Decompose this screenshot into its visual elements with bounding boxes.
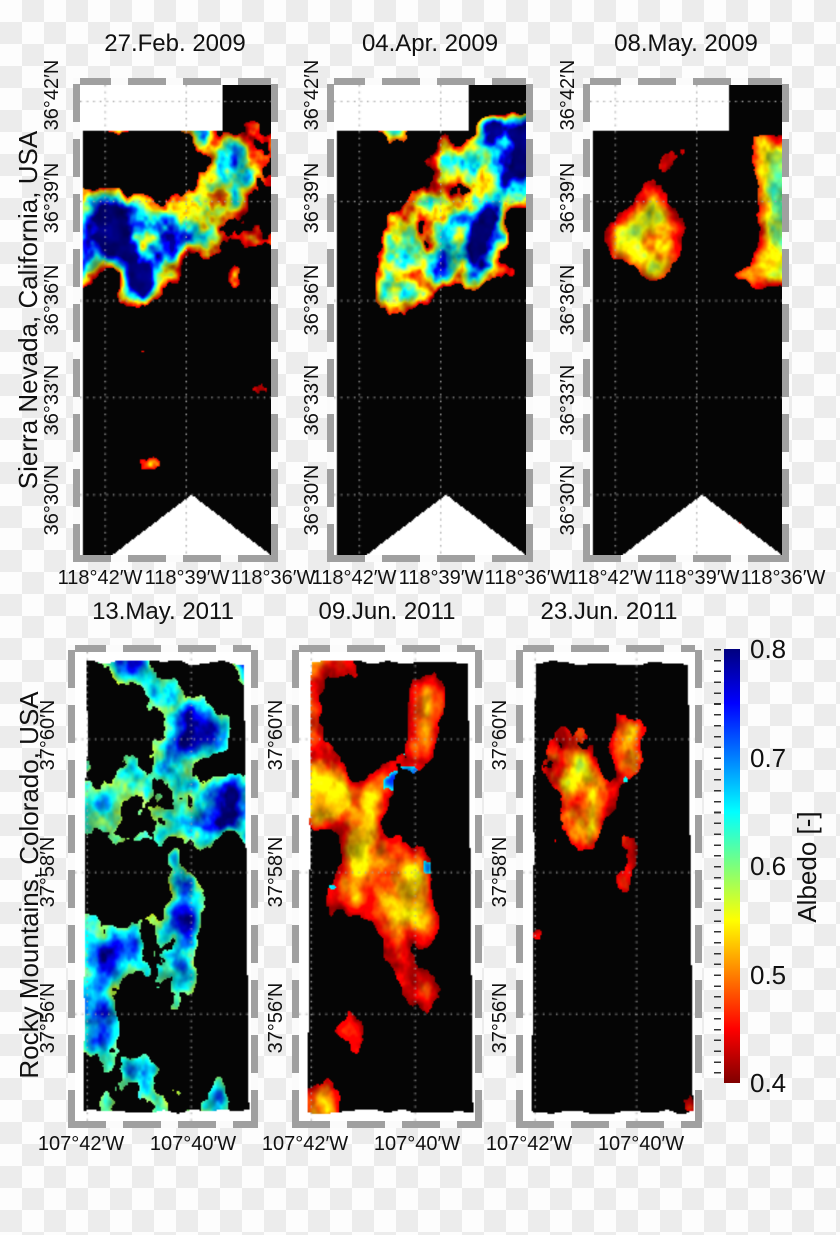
- frame-edge: [271, 78, 278, 562]
- y-tick-label: 36°42′N: [41, 59, 63, 131]
- map-canvas: [334, 85, 526, 555]
- map-canvas: [80, 85, 271, 555]
- y-tick-label: 37°56′N: [265, 982, 287, 1054]
- frame-edge: [73, 555, 278, 562]
- panel-title: 08.May. 2009: [614, 30, 758, 57]
- frame-edge: [68, 645, 258, 652]
- frame-edge: [526, 78, 533, 562]
- map-panel: [292, 645, 482, 1128]
- y-tick-label: 37°60′N: [489, 699, 511, 771]
- map-canvas: [590, 85, 782, 555]
- y-tick-label: 37°58′N: [265, 836, 287, 908]
- x-tick-label: 118°39′W: [654, 567, 740, 589]
- y-tick-label: 36°30′N: [301, 464, 323, 536]
- map-panel: [583, 78, 789, 562]
- colorbar-minor-ticks: [714, 649, 721, 1083]
- frame-edge: [782, 78, 789, 562]
- frame-edge: [292, 1121, 482, 1128]
- frame-edge: [583, 78, 590, 562]
- frame-edge: [327, 78, 334, 562]
- map-area: [75, 652, 251, 1121]
- map-area: [523, 652, 695, 1121]
- map-area: [80, 85, 271, 555]
- map-area: [299, 652, 475, 1121]
- map-area: [590, 85, 782, 555]
- x-tick-label: 118°42′W: [311, 567, 397, 589]
- frame-edge: [68, 1121, 258, 1128]
- frame-edge: [68, 645, 75, 1128]
- frame-edge: [583, 78, 789, 85]
- y-tick-label: 36°30′N: [41, 464, 63, 536]
- row-label-sierra-nevada: Sierra Nevada, California, USA: [13, 130, 43, 490]
- x-tick-label: 118°36′W: [740, 567, 826, 589]
- frame-edge: [292, 645, 299, 1128]
- y-tick-label: 37°56′N: [489, 982, 511, 1054]
- frame-edge: [516, 1121, 702, 1128]
- panel-title: 27.Feb. 2009: [104, 30, 246, 57]
- x-tick-label: 107°42′W: [485, 1133, 573, 1155]
- frame-edge: [516, 645, 523, 1128]
- map-panel: [516, 645, 702, 1128]
- y-tick-label: 36°30′N: [557, 464, 579, 536]
- y-tick-label: 36°42′N: [301, 59, 323, 131]
- map-area: [334, 85, 526, 555]
- frame-edge: [292, 645, 482, 652]
- x-tick-label: 118°39′W: [144, 567, 230, 589]
- x-tick-label: 118°36′W: [230, 567, 316, 589]
- colorbar-tick-label: 0.4: [750, 1068, 787, 1098]
- frame-edge: [327, 78, 533, 85]
- y-tick-label: 37°60′N: [265, 699, 287, 771]
- map-canvas: [75, 652, 251, 1121]
- y-tick-label: 36°42′N: [557, 59, 579, 131]
- colorbar-tick-label: 0.7: [750, 743, 787, 773]
- x-tick-label: 118°42′W: [567, 567, 653, 589]
- y-tick-label: 37°58′N: [37, 836, 59, 908]
- x-tick-label: 107°42′W: [37, 1133, 125, 1155]
- map-canvas: [299, 652, 475, 1121]
- colorbar-tick-label: 0.8: [750, 634, 787, 664]
- colorbar-axis-label: Albedo [-]: [792, 811, 822, 923]
- frame-edge: [251, 645, 258, 1128]
- frame-edge: [73, 78, 278, 85]
- x-tick-label: 107°42′W: [261, 1133, 349, 1155]
- colorbar-gradient: [724, 649, 740, 1083]
- x-tick-label: 107°40′W: [373, 1133, 461, 1155]
- map-panel: [73, 78, 278, 562]
- panel-title: 13.May. 2011: [92, 598, 234, 625]
- frame-edge: [516, 645, 702, 652]
- panel-title: 23.Jun. 2011: [540, 598, 678, 625]
- x-tick-label: 118°36′W: [484, 567, 570, 589]
- colorbar-tick-label: 0.5: [750, 960, 787, 990]
- frame-edge: [73, 78, 80, 562]
- map-panel: [68, 645, 258, 1128]
- x-tick-label: 107°40′W: [149, 1133, 237, 1155]
- frame-edge: [695, 645, 702, 1128]
- y-tick-label: 37°56′N: [37, 982, 59, 1054]
- x-tick-label: 118°42′W: [57, 567, 143, 589]
- frame-edge: [583, 555, 789, 562]
- panel-title: 04.Apr. 2009: [361, 30, 499, 57]
- map-panel: [327, 78, 533, 562]
- y-tick-label: 37°60′N: [37, 699, 59, 771]
- frame-edge: [327, 555, 533, 562]
- panel-title: 09.Jun. 2011: [318, 598, 456, 625]
- map-canvas: [523, 652, 695, 1121]
- y-tick-label: 37°58′N: [489, 836, 511, 908]
- x-tick-label: 118°39′W: [398, 567, 484, 589]
- x-tick-label: 107°40′W: [597, 1133, 685, 1155]
- frame-edge: [475, 645, 482, 1128]
- colorbar-tick-label: 0.6: [750, 851, 787, 881]
